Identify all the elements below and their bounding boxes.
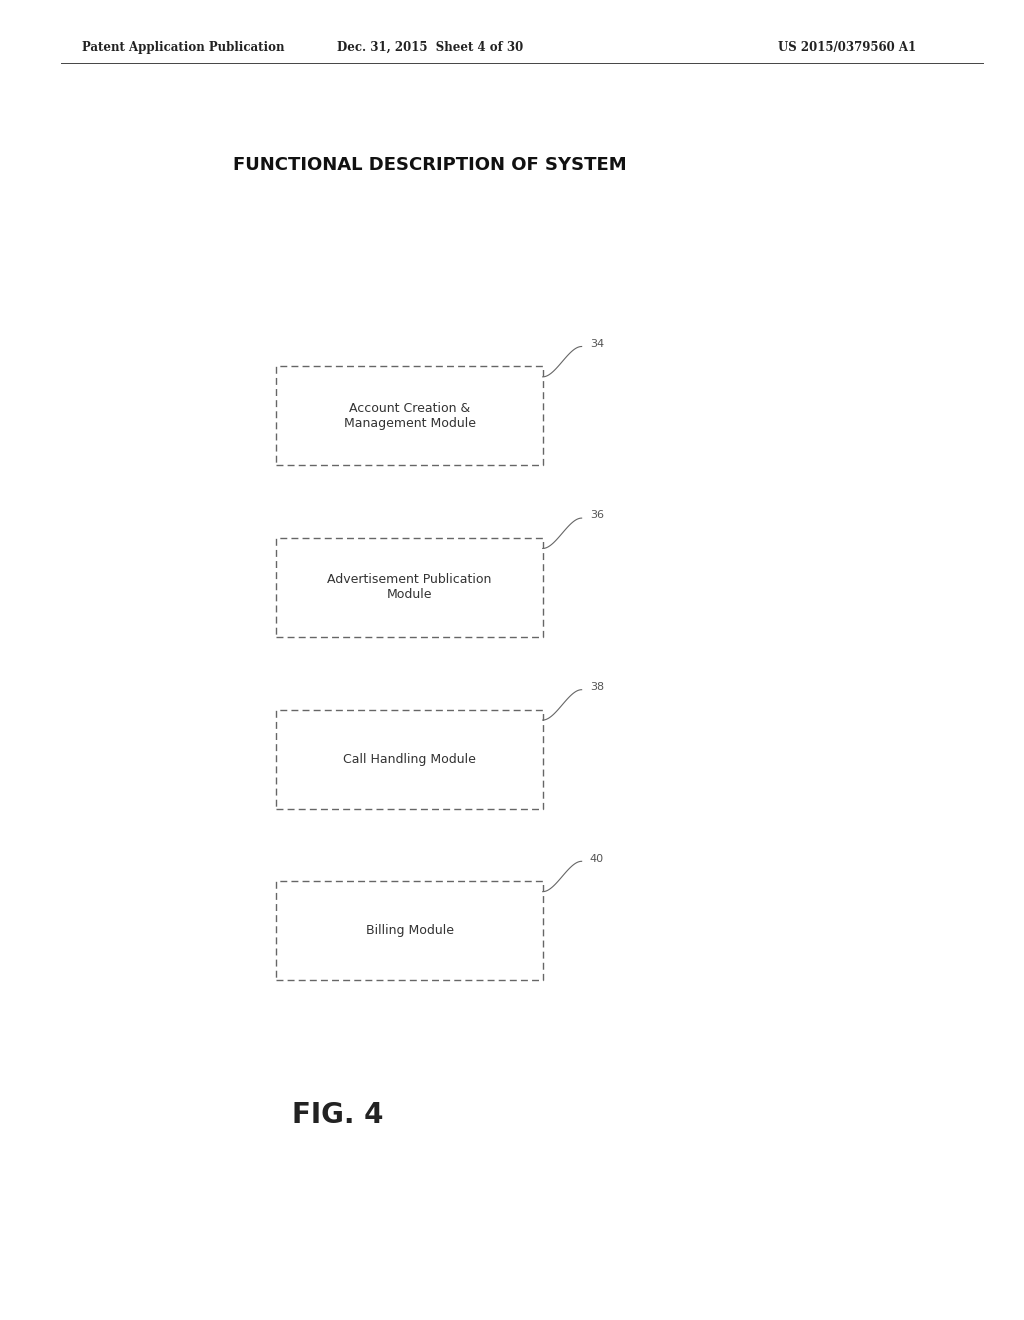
FancyBboxPatch shape	[276, 539, 543, 636]
Text: Billing Module: Billing Module	[366, 924, 454, 937]
Text: 36: 36	[590, 511, 604, 520]
Text: Advertisement Publication
Module: Advertisement Publication Module	[328, 573, 492, 602]
Text: 38: 38	[590, 682, 604, 692]
Text: Call Handling Module: Call Handling Module	[343, 752, 476, 766]
FancyBboxPatch shape	[276, 882, 543, 979]
FancyBboxPatch shape	[276, 366, 543, 465]
Text: Dec. 31, 2015  Sheet 4 of 30: Dec. 31, 2015 Sheet 4 of 30	[337, 41, 523, 54]
Text: FIG. 4: FIG. 4	[292, 1101, 384, 1130]
Text: Patent Application Publication: Patent Application Publication	[82, 41, 285, 54]
Text: 34: 34	[590, 339, 604, 348]
Text: FUNCTIONAL DESCRIPTION OF SYSTEM: FUNCTIONAL DESCRIPTION OF SYSTEM	[233, 156, 627, 174]
Text: US 2015/0379560 A1: US 2015/0379560 A1	[778, 41, 916, 54]
Text: Account Creation &
Management Module: Account Creation & Management Module	[344, 401, 475, 430]
Text: 40: 40	[590, 854, 604, 863]
FancyBboxPatch shape	[276, 710, 543, 808]
